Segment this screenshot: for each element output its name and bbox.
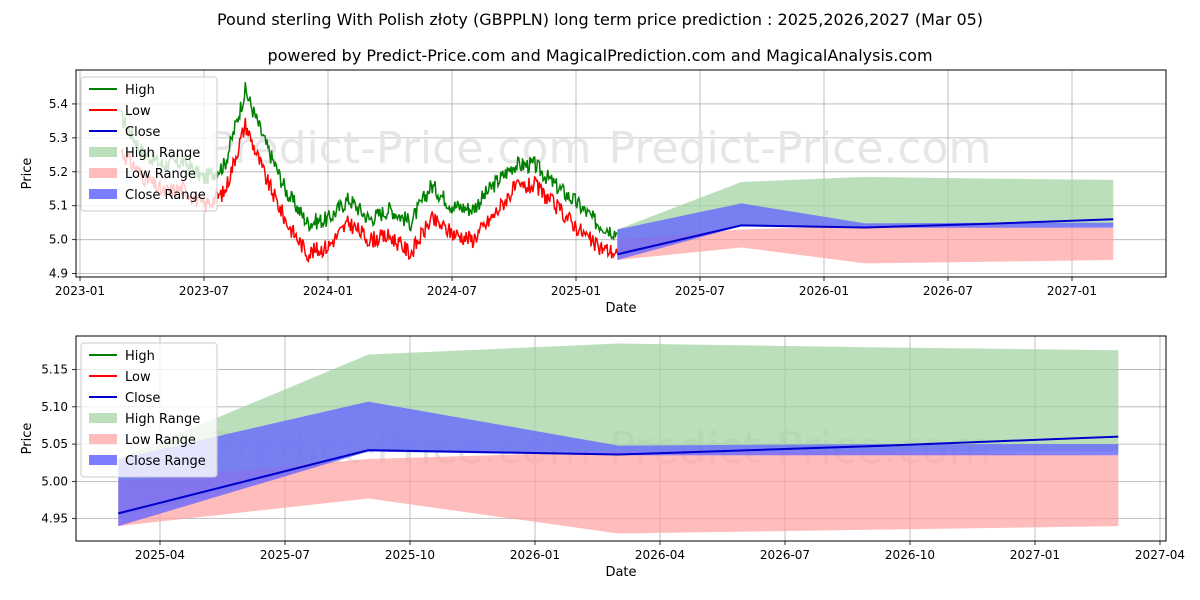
panel2-xtick-label: 2025-04	[135, 548, 185, 562]
panel2-legend-label: Low Range	[125, 433, 196, 448]
panel2-ylabel: Price	[20, 423, 35, 455]
panel1-legend-label: High	[125, 83, 155, 98]
panel1-legend-swatch	[89, 189, 117, 199]
panel2-xtick-label: 2026-04	[635, 548, 685, 562]
panel1-ylabel: Price	[20, 158, 35, 190]
panel1-ytick-label: 5.4	[49, 97, 68, 111]
panel2-xlabel: Date	[605, 565, 636, 580]
panel1-xtick-label: 2024-01	[303, 284, 353, 298]
panel1-xtick-label: 2023-07	[179, 284, 229, 298]
panel2-xtick-label: 2027-01	[1010, 548, 1060, 562]
panel2-xtick-label: 2026-01	[510, 548, 560, 562]
panel2-xtick-label: 2026-07	[760, 548, 810, 562]
panel1-xtick-label: 2027-01	[1047, 284, 1097, 298]
panel2-ytick-label: 5.05	[41, 437, 68, 451]
panel1-frame	[75, 69, 1167, 278]
panel1-legend-label: Low	[125, 104, 151, 119]
panel2-ytick-label: 4.95	[41, 512, 68, 526]
panel1-ytick-label: 5.2	[49, 165, 68, 179]
panel1-xtick-label: 2026-07	[923, 284, 973, 298]
panel1-ytick-label: 4.9	[49, 267, 68, 281]
panel1-low-range-band	[617, 226, 1114, 264]
panel1-xtick-label: 2023-01	[55, 284, 105, 298]
panel1-close-forecast-line	[617, 218, 1114, 256]
chart-subtitle: powered by Predict-Price.com and Magical…	[267, 46, 933, 65]
panel1-watermark: Predict-Price.com	[609, 123, 992, 174]
panel1-ytick-label: 5.0	[49, 233, 68, 247]
panel2-legend-swatch	[89, 455, 117, 465]
panel2-low-range-band	[118, 451, 1119, 534]
panel1-ytick-label: 5.3	[49, 131, 68, 145]
panel2-close-forecast-line	[118, 435, 1119, 515]
panel1-xtick-label: 2025-07	[675, 284, 725, 298]
panel1-legend-swatch	[89, 168, 117, 178]
panel1-legend-label: High Range	[125, 146, 200, 161]
panel2-legend-swatch	[89, 413, 117, 423]
panel2-legend-label: Close Range	[125, 454, 206, 469]
panel1-xtick-label: 2026-01	[799, 284, 849, 298]
panel2-xtick-label: 2026-10	[885, 548, 935, 562]
panel2-close-range-band	[118, 401, 1119, 527]
panel2-legend-label: Close	[125, 391, 160, 406]
panel2-ytick-label: 5.15	[41, 363, 68, 377]
panel2-xtick-label: 2027-04	[1135, 548, 1185, 562]
panel1-close-range-band	[617, 203, 1114, 260]
panel1-xlabel: Date	[605, 301, 636, 316]
panel2-legend-label: High	[125, 349, 155, 364]
panel1-xtick-label: 2024-07	[427, 284, 477, 298]
panel1-high-range-band	[617, 176, 1114, 257]
chart-title: Pound sterling With Polish złoty (GBPPLN…	[216, 10, 984, 29]
panel1-legend-label: Close Range	[125, 188, 206, 203]
panel2-legend-label: Low	[125, 370, 151, 385]
panel2-ytick-label: 5.10	[41, 400, 68, 414]
panel2-xtick-label: 2025-10	[385, 548, 435, 562]
panel2-high-range-band	[118, 343, 1119, 519]
panel2-legend-label: High Range	[125, 412, 200, 427]
panel1-ytick-label: 5.1	[49, 199, 68, 213]
panel2-ytick-label: 5.00	[41, 474, 68, 488]
panel2-xtick-label: 2025-07	[260, 548, 310, 562]
panel1-legend-label: Close	[125, 125, 160, 140]
panel1-legend-swatch	[89, 147, 117, 157]
panel1-legend-label: Low Range	[125, 167, 196, 182]
panel1-xtick-label: 2025-01	[551, 284, 601, 298]
panel1-watermark: Predict-Price.com	[209, 123, 592, 174]
panel2-frame	[75, 335, 1167, 542]
panel2-legend-swatch	[89, 434, 117, 444]
